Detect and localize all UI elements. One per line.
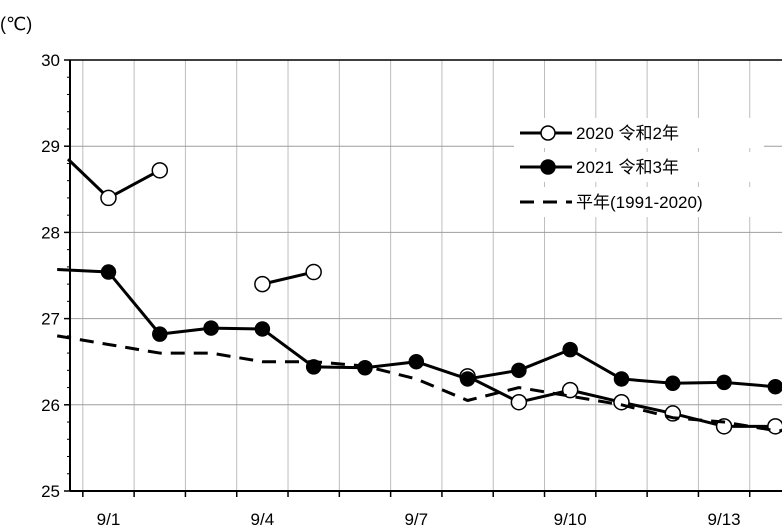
- data-point: [562, 341, 578, 358]
- x-tick-label: 9/13: [708, 510, 741, 529]
- data-point: [511, 362, 527, 379]
- data-point: [254, 321, 271, 337]
- x-tick-label: 9/10: [554, 510, 587, 529]
- legend-marker: [540, 159, 556, 175]
- y-axis-unit-label: (℃): [0, 14, 32, 34]
- data-point: [408, 353, 425, 370]
- legend-label: 2020 令和2年: [576, 124, 679, 143]
- data-point: [100, 189, 117, 207]
- data-point: [254, 275, 271, 293]
- series-2: [56, 334, 782, 433]
- data-point: [767, 418, 782, 435]
- data-point: [357, 359, 373, 376]
- data-point: [613, 371, 630, 387]
- data-point: [151, 162, 169, 179]
- plot-frame: [69, 59, 782, 492]
- legend-label: 2021 令和3年: [576, 158, 679, 177]
- data-point: [203, 320, 219, 336]
- data-point: [510, 393, 528, 411]
- x-tick-label: 9/7: [404, 510, 428, 529]
- y-tick-label: 25: [41, 482, 60, 501]
- y-tick-label: 26: [41, 396, 60, 415]
- x-tick-label: 9/1: [97, 510, 121, 529]
- data-point: [305, 263, 322, 281]
- data-point: [152, 326, 168, 342]
- series-line: [466, 375, 782, 428]
- legend-label: 平年(1991-2020): [576, 193, 703, 212]
- data-point: [561, 381, 579, 399]
- series-line: [262, 270, 315, 286]
- x-axis: 9/1 9/4 9/7 9/10 9/13: [82, 491, 751, 529]
- plot-area: [56, 158, 782, 435]
- data-point: [716, 374, 732, 391]
- series-1: [57, 264, 782, 395]
- y-axis: 25 26 27 28 29 30: [41, 51, 70, 501]
- legend-marker: [540, 125, 556, 141]
- x-tick-label: 9/4: [251, 510, 275, 529]
- y-tick-label: 29: [41, 137, 60, 156]
- data-point: [459, 371, 476, 387]
- data-point: [665, 375, 681, 391]
- y-tick-label: 27: [41, 310, 60, 329]
- series-line: [56, 334, 782, 433]
- y-tick-label: 28: [41, 223, 60, 242]
- y-tick-label: 30: [41, 51, 60, 70]
- data-point: [100, 264, 117, 280]
- data-point: [767, 378, 782, 395]
